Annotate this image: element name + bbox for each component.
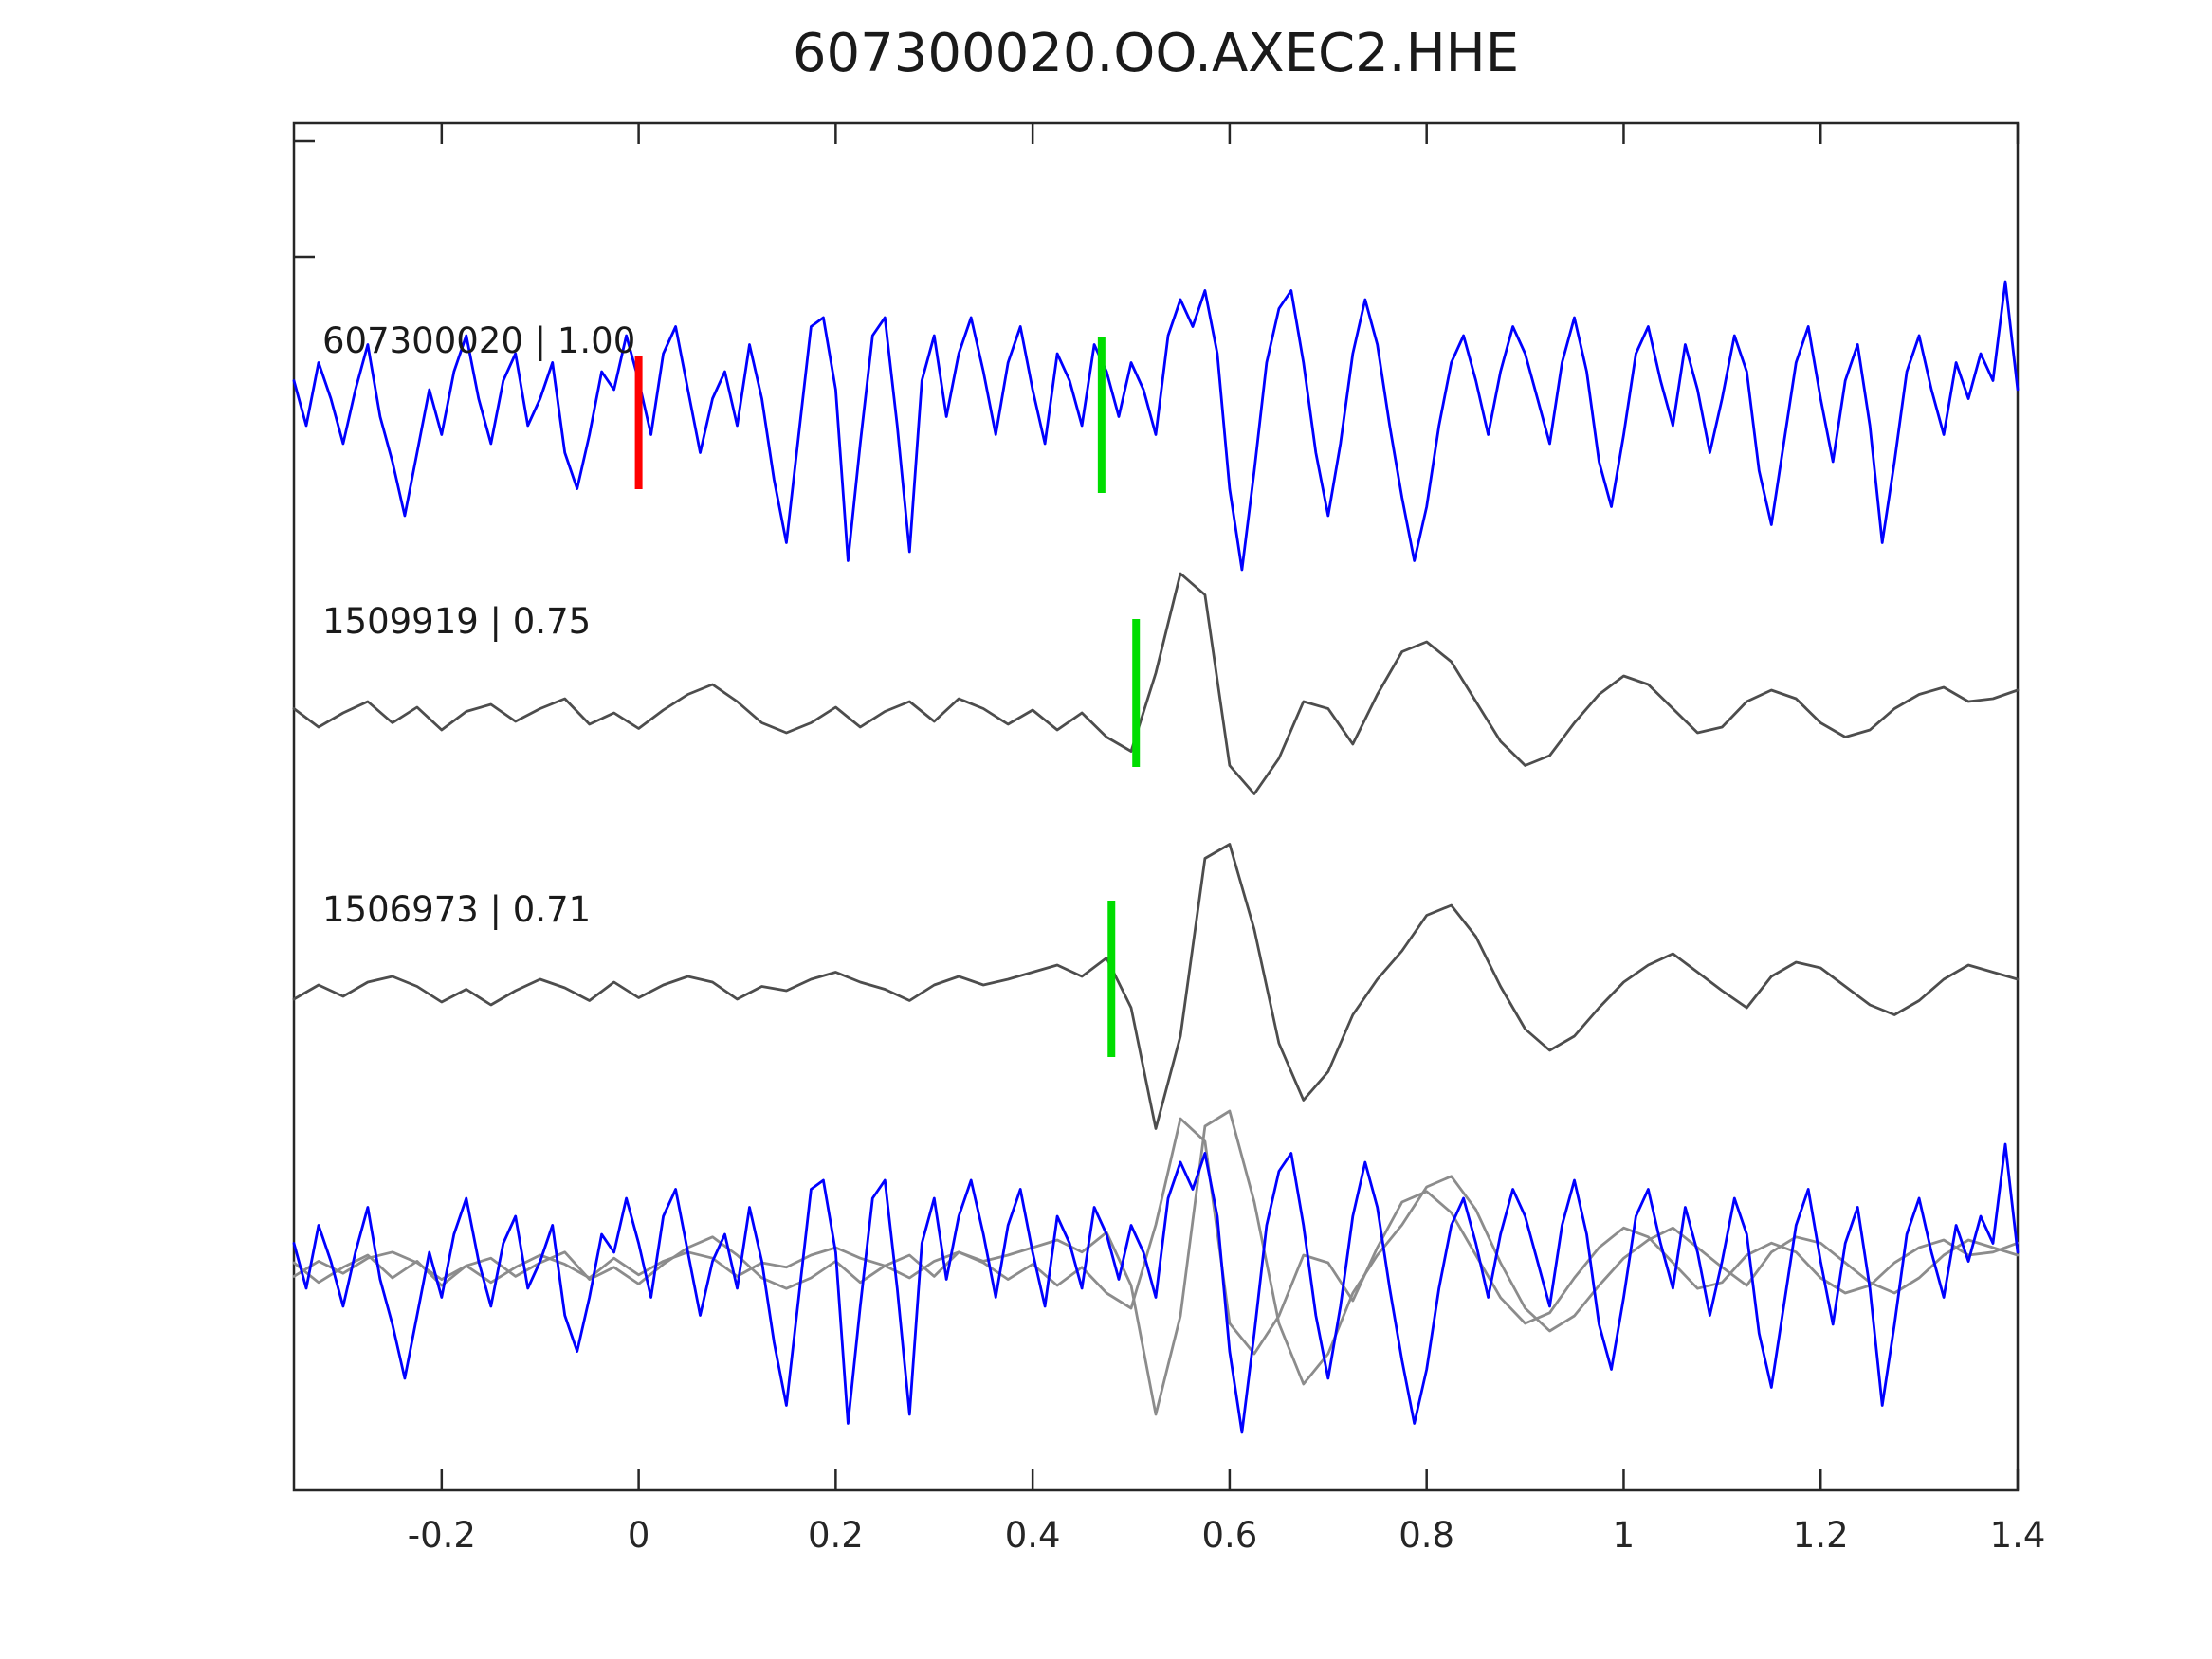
x-tick-label: 0.4 (1005, 1515, 1061, 1556)
trace-label-row3: 1506973 | 0.71 (322, 889, 591, 930)
trace-det2-row4 (292, 1109, 2020, 1416)
label-group: 607300020 | 1.00 1509919 | 0.75 1506973 | … (322, 320, 635, 930)
trace-det1-row2 (292, 572, 2020, 795)
x-tick-label: 0.2 (808, 1515, 864, 1556)
x-tick-label: 0 (628, 1515, 650, 1556)
plot-border (292, 121, 2020, 1492)
x-tick-label: -0.2 (408, 1515, 476, 1556)
trace-det2-row3 (292, 843, 2020, 1130)
trace-label-row1: 607300020 | 1.00 (322, 320, 635, 361)
x-tick-label: 0.8 (1398, 1515, 1454, 1556)
x-tick-label: 1.2 (1793, 1515, 1849, 1556)
trace-template-row4 (292, 1142, 2020, 1434)
axis-ticks: -0.2 0 0.2 0.4 0.6 0.8 1 1.2 1.4 (294, 123, 2045, 1556)
x-tick-label: 1 (1613, 1515, 1636, 1556)
figure-title: 607300020.OO.AXEC2.HHE (792, 23, 1520, 84)
x-tick-label: 0.6 (1201, 1515, 1257, 1556)
trace-group (292, 280, 2020, 1434)
pick-group (634, 337, 1141, 1057)
x-tick-label: 1.4 (1990, 1515, 2046, 1556)
trace-template-row1 (292, 280, 2020, 572)
trace-det1-row4 (292, 1117, 2020, 1356)
trace-label-row2: 1509919 | 0.75 (322, 601, 591, 642)
